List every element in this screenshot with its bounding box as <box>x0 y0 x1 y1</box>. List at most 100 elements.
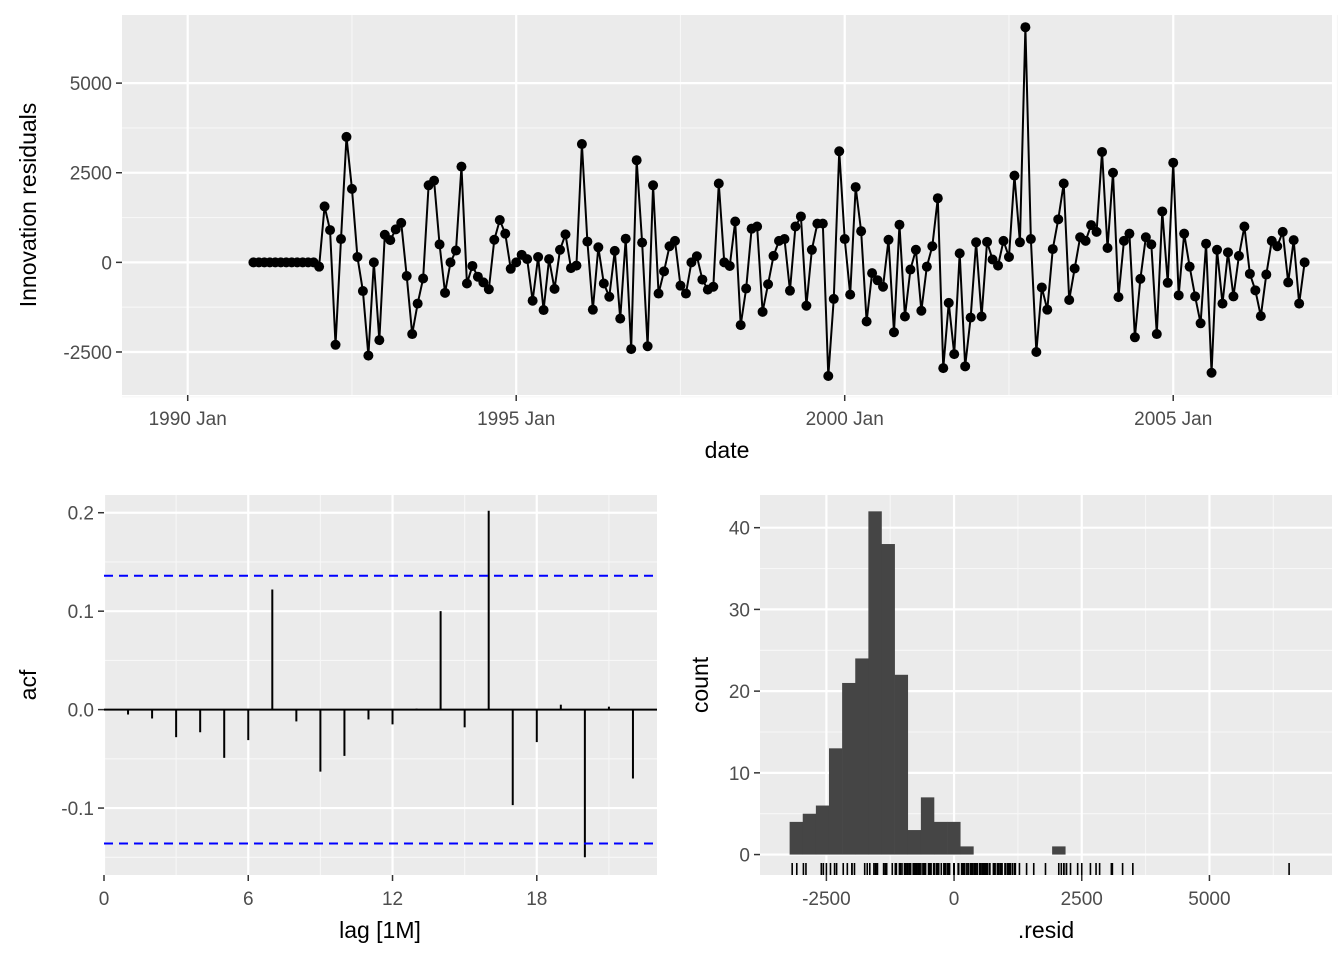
residual-point <box>374 335 385 346</box>
acf-plot: -0.1 0.0 0.1 0.2 0 6 12 18 lag [1M] acf <box>15 495 657 943</box>
residual-point <box>932 193 943 204</box>
y-tick-label: 0.2 <box>68 504 94 525</box>
acf-x-ticks: 0 6 12 18 <box>99 875 547 910</box>
residual-point <box>615 313 626 324</box>
residual-point <box>1102 243 1113 254</box>
residual-point <box>1036 282 1047 293</box>
residual-point <box>560 229 571 240</box>
residual-point <box>314 261 325 272</box>
residual-point <box>801 300 812 311</box>
residual-point <box>856 226 867 237</box>
residual-point <box>456 161 467 172</box>
acf-stems <box>104 510 657 858</box>
residual-point <box>593 242 604 253</box>
residual-histogram: 0 10 20 30 40 -2500 0 2500 5000 .resid count <box>687 495 1332 943</box>
residual-point <box>1255 311 1266 322</box>
residual-point <box>1058 178 1069 189</box>
residual-point <box>538 305 549 316</box>
residual-point <box>500 228 511 239</box>
histogram-bar <box>947 821 961 855</box>
residual-point <box>998 235 1009 246</box>
residual-point <box>817 218 828 229</box>
residual-point <box>363 350 374 361</box>
residual-point <box>675 280 686 291</box>
residual-point <box>916 305 927 316</box>
histogram-bar <box>842 682 856 855</box>
residual-point <box>894 219 905 230</box>
residual-point <box>1157 206 1168 217</box>
residual-point <box>839 234 850 245</box>
residual-point <box>653 288 664 299</box>
residual-point <box>648 180 659 191</box>
residual-point <box>724 260 735 271</box>
histogram-bar <box>802 813 817 855</box>
y-tick-label: 0 <box>739 846 750 867</box>
y-tick-label: -0.1 <box>61 799 94 820</box>
residual-point <box>713 178 724 189</box>
residual-point <box>954 248 965 259</box>
residual-point <box>576 139 587 150</box>
x-tick-label: 2005 Jan <box>1134 409 1212 430</box>
residual-point <box>691 251 702 262</box>
residual-point <box>483 284 494 295</box>
histogram-rug <box>791 863 1290 875</box>
residual-point <box>1168 157 1179 168</box>
residual-point <box>1206 367 1217 378</box>
residual-point <box>680 288 691 299</box>
x-tick-label: 0 <box>99 889 110 910</box>
residual-point <box>1173 290 1184 301</box>
histogram-x-axis-title: .resid <box>1018 917 1074 943</box>
residual-point <box>626 344 637 355</box>
residual-point <box>407 329 418 340</box>
histogram-bar <box>934 821 948 855</box>
histogram-bar <box>920 797 935 855</box>
residual-point <box>976 311 987 322</box>
residual-point <box>741 283 752 294</box>
residual-point <box>631 155 642 166</box>
residual-point <box>899 311 910 322</box>
time-plot-x-axis-title: date <box>705 437 750 463</box>
residual-point <box>1069 263 1080 274</box>
y-tick-label: 30 <box>729 600 750 621</box>
residual-point <box>352 251 363 262</box>
residual-point <box>790 221 801 232</box>
residual-point <box>429 175 440 186</box>
histogram-bar <box>868 511 882 855</box>
y-tick-label: 2500 <box>70 164 112 185</box>
residual-point <box>385 235 396 246</box>
residual-point <box>1107 167 1118 178</box>
residual-point <box>927 241 938 252</box>
time-plot-y-axis-title: Innovation residuals <box>15 103 41 308</box>
residual-point <box>867 268 878 279</box>
residual-point <box>1272 241 1283 252</box>
x-tick-label: 0 <box>949 889 960 910</box>
residual-point <box>598 278 609 289</box>
residual-point <box>461 278 472 289</box>
residual-point <box>1162 277 1173 288</box>
residual-point <box>412 298 423 309</box>
residual-point <box>527 295 538 306</box>
residual-point <box>325 225 336 236</box>
residual-point <box>1140 232 1151 243</box>
residual-point <box>544 254 555 265</box>
time-plot-y-ticks: -2500 0 2500 5000 <box>63 74 122 364</box>
residual-point <box>467 260 478 271</box>
residual-series <box>248 22 1310 381</box>
residual-point <box>752 221 763 232</box>
residual-point <box>450 245 461 256</box>
residual-point <box>806 244 817 255</box>
residual-point <box>845 289 856 300</box>
residual-point <box>795 211 806 222</box>
y-tick-label: -2500 <box>63 343 112 364</box>
residual-point <box>396 217 407 228</box>
x-tick-label: 2000 Jan <box>806 409 884 430</box>
residual-point <box>965 312 976 323</box>
y-tick-label: 0.0 <box>68 701 94 722</box>
residual-point <box>1097 146 1108 157</box>
residual-point <box>888 327 899 338</box>
residual-point <box>401 270 412 281</box>
residual-point <box>478 277 489 288</box>
residual-point <box>604 291 615 302</box>
histogram-bar <box>881 544 895 855</box>
time-plot-x-ticks: 1990 Jan 1995 Jan 2000 Jan 2005 Jan <box>149 395 1212 430</box>
